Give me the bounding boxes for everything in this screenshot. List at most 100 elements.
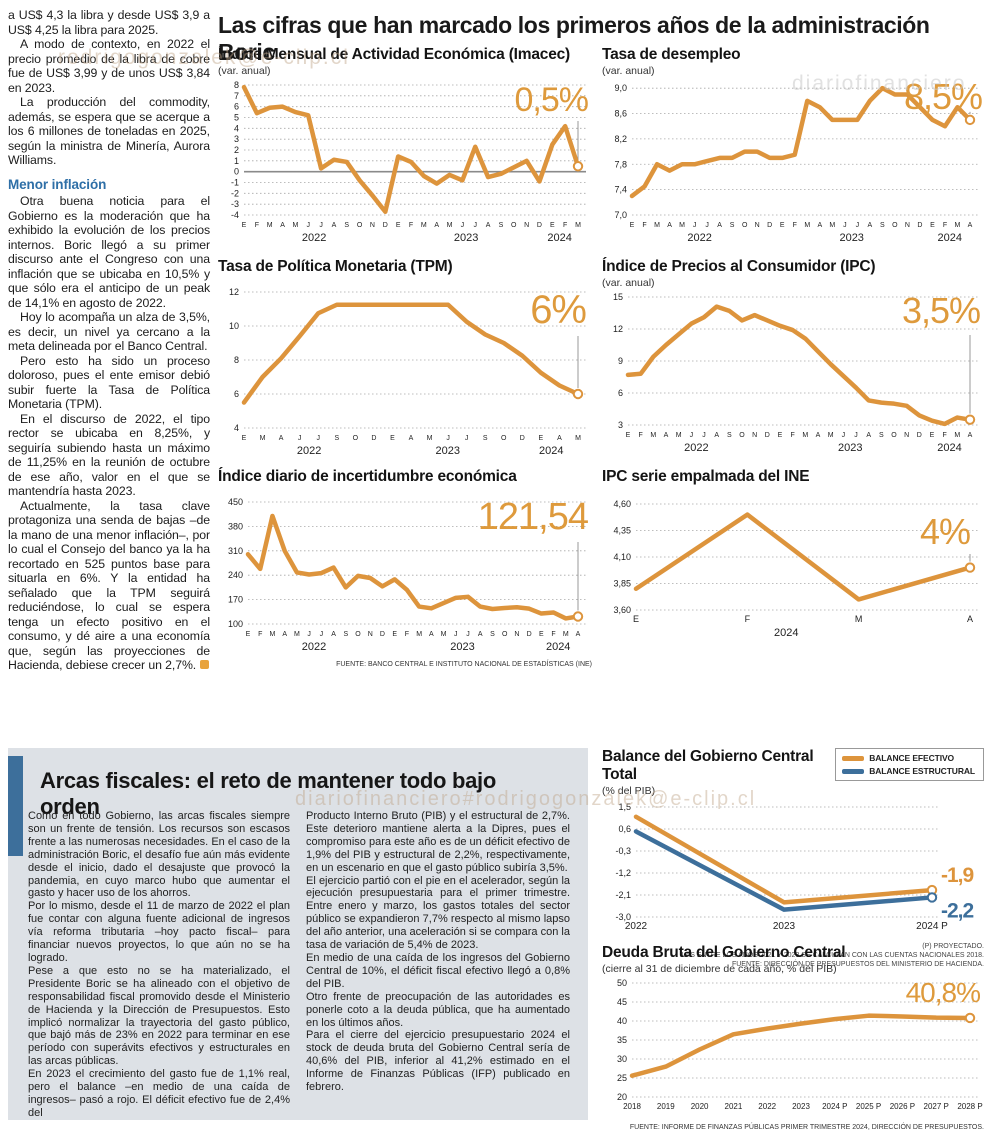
svg-text:N: N [905,222,910,229]
article-paragraph-text: Actualmente, la tasa clave protagoniza u… [8,498,210,673]
svg-text:E: E [780,222,785,229]
balance-footnote: (P) PROYECTADO. [922,943,984,950]
balance-footnote: FUENTE: DIRECCIÓN DE PRESUPUESTOS DEL MI… [731,961,984,968]
svg-text:2023: 2023 [839,232,863,244]
fiscal-panel [8,748,588,1120]
svg-text:7: 7 [234,91,239,101]
svg-text:2020: 2020 [691,1102,709,1111]
svg-text:O: O [742,222,748,229]
svg-text:S: S [343,631,348,638]
svg-text:2019: 2019 [657,1102,675,1111]
svg-text:N: N [370,222,375,229]
svg-text:A: A [280,222,285,229]
tpm-highlight-value: 6% [530,288,587,332]
svg-text:8,6: 8,6 [614,109,627,119]
fiscal-accent-bar [8,756,23,856]
svg-text:A: A [717,222,722,229]
svg-text:M: M [575,222,581,229]
svg-text:A: A [714,432,719,439]
chart-title: Deuda Bruta del Gobierno Central [602,944,846,961]
chart-source: FUENTE: BANCO CENTRAL E INSTITUTO NACION… [336,661,592,668]
svg-text:O: O [355,631,361,638]
svg-text:2022: 2022 [758,1102,776,1111]
balance-legend: BALANCE EFECTIVO BALANCE ESTRUCTURAL [835,748,984,781]
svg-text:45: 45 [617,997,627,1007]
svg-text:E: E [396,222,401,229]
svg-text:50: 50 [617,978,627,988]
estructural-swatch [842,768,865,774]
svg-text:N: N [368,631,373,638]
svg-text:7,4: 7,4 [614,185,627,195]
svg-text:E: E [246,631,251,638]
svg-text:A: A [968,222,973,229]
svg-text:5: 5 [234,113,239,123]
chart-title: Índice de Precios al Consumidor (IPC) [602,258,876,275]
svg-text:2: 2 [234,145,239,155]
svg-text:M: M [270,631,276,638]
svg-text:2022: 2022 [687,232,711,244]
svg-text:J: J [473,222,477,229]
svg-text:2024: 2024 [937,232,961,244]
article-paragraph: Otra buena noticia para el Gobierno es l… [8,194,210,310]
ipc-empalmada-line-plot: 4,60 4,35 4,10 3,85 3,60E F M A 2024 [613,499,978,639]
svg-text:D: D [917,432,922,439]
svg-text:E: E [930,432,935,439]
svg-text:O: O [353,435,359,442]
svg-text:4: 4 [234,423,239,433]
legend-item-estructural: BALANCE ESTRUCTURAL [842,766,975,776]
svg-text:2024: 2024 [774,627,798,639]
svg-text:J: J [702,432,706,439]
svg-text:O: O [357,222,363,229]
fiscal-paragraph: Como en todo Gobierno, las arcas fiscale… [28,810,290,900]
svg-text:2024: 2024 [937,442,961,454]
svg-text:15: 15 [613,292,623,302]
svg-text:A: A [331,631,336,638]
svg-text:M: M [294,631,300,638]
svg-text:O: O [891,432,897,439]
svg-text:M: M [260,435,266,442]
chart-subtitle: (var. anual) [602,65,655,77]
article-subheading: Menor inflación [8,176,107,192]
svg-text:2024: 2024 [547,232,571,244]
svg-text:A: A [868,222,873,229]
svg-text:M: M [416,631,422,638]
chart-source: FUENTE: INFORME DE FINANZAS PÚBLICAS PRI… [629,1124,984,1131]
svg-text:2023: 2023 [838,442,862,454]
svg-text:F: F [642,222,646,229]
svg-text:0,6: 0,6 [618,824,631,834]
svg-text:M: M [421,222,427,229]
svg-text:2025 P: 2025 P [856,1102,881,1111]
chart-title: Índice Mensual de Actividad Económica (I… [218,46,571,63]
svg-text:M: M [427,435,433,442]
svg-text:7,0: 7,0 [614,210,627,220]
svg-text:N: N [904,432,909,439]
article-paragraph: A modo de contexto, en 2022 el precio pr… [8,37,210,95]
svg-text:100: 100 [228,619,243,629]
svg-text:J: J [854,432,858,439]
svg-text:2023: 2023 [454,232,478,244]
svg-text:12: 12 [613,324,623,334]
chart-balance: Balance del Gobierno Central Total (% de… [602,748,984,969]
svg-text:4,35: 4,35 [613,526,631,536]
svg-text:4,10: 4,10 [613,552,631,562]
svg-text:O: O [892,222,898,229]
svg-text:-2: -2 [231,188,239,198]
svg-text:8: 8 [234,355,239,365]
svg-text:-4: -4 [231,210,239,220]
svg-text:D: D [917,222,922,229]
svg-text:2024: 2024 [539,445,563,457]
svg-text:F: F [943,222,947,229]
svg-text:S: S [334,435,339,442]
svg-text:A: A [279,435,284,442]
svg-text:M: M [441,631,447,638]
svg-text:S: S [499,222,504,229]
svg-text:J: J [856,222,860,229]
svg-text:M: M [802,432,808,439]
article-paragraph: Hoy lo acompaña un alza de 3,5%, es deci… [8,310,210,353]
svg-text:F: F [793,222,797,229]
svg-text:J: J [690,432,694,439]
svg-text:E: E [242,435,247,442]
svg-text:J: J [320,631,324,638]
svg-text:8: 8 [234,80,239,90]
